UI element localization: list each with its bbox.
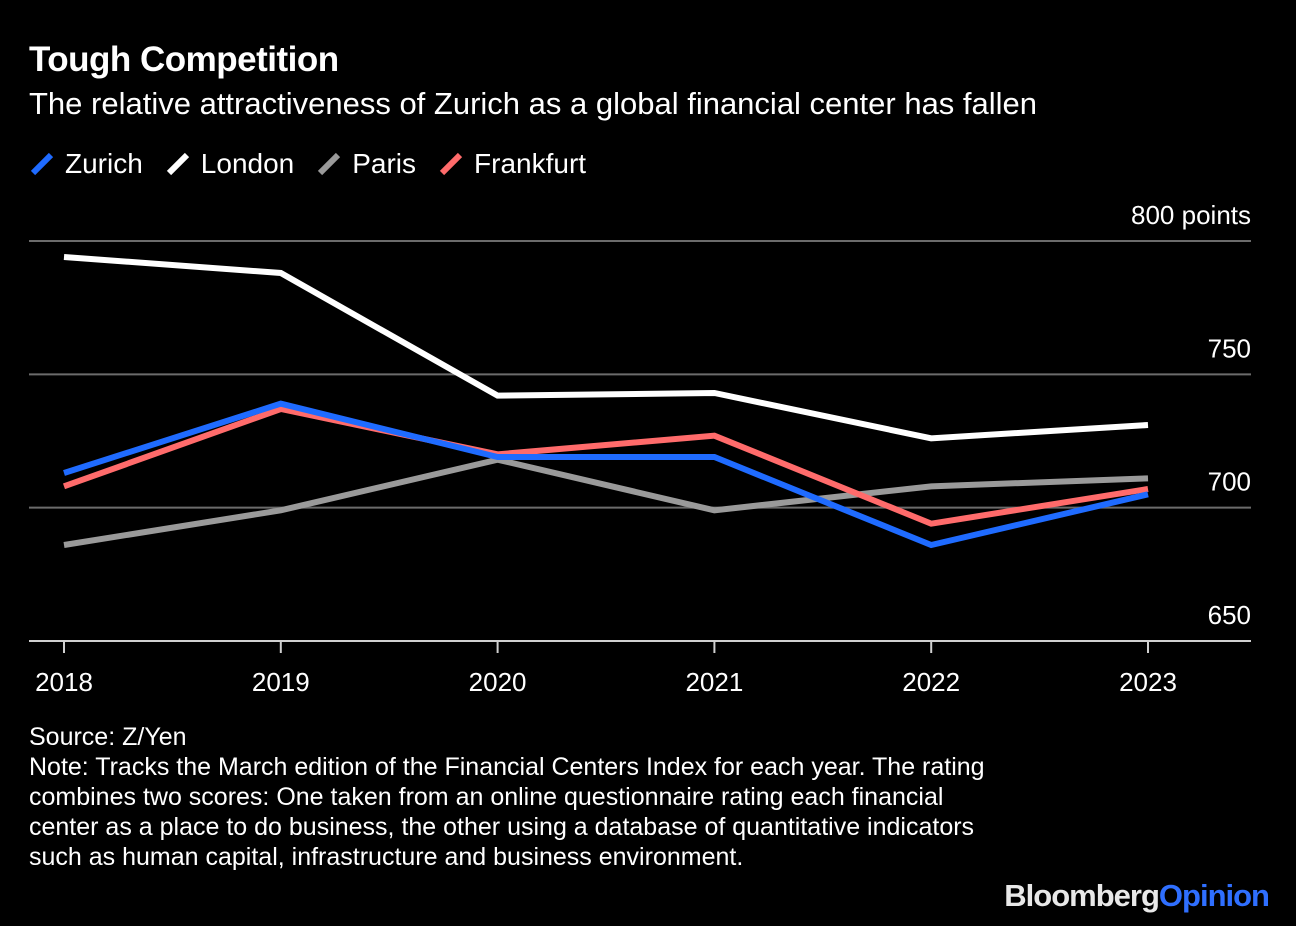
legend-swatch-icon xyxy=(439,152,463,176)
legend-swatch-icon xyxy=(166,152,189,176)
legend-swatch-icon xyxy=(318,152,341,176)
source-note: Source: Z/Yen xyxy=(29,723,187,751)
footer: Source: Z/Yen Note: Tracks the March edi… xyxy=(29,722,1019,872)
legend-label: Frankfurt xyxy=(474,148,587,179)
legend-item-paris: Paris xyxy=(316,148,416,180)
y-tick-label: 800 points xyxy=(1131,200,1251,230)
legend-item-zurich: Zurich xyxy=(29,148,143,180)
x-tick-label: 2020 xyxy=(469,667,527,697)
legend-label: London xyxy=(200,148,295,179)
logo-bloomberg: Bloomberg xyxy=(1004,878,1160,913)
series-line-london xyxy=(63,254,1149,442)
y-tick-label: 750 xyxy=(1208,333,1251,363)
legend-label: Zurich xyxy=(65,148,143,179)
bloomberg-opinion-logo: BloombergOpinion xyxy=(1004,878,1270,914)
x-tick-label: 2021 xyxy=(685,667,743,697)
series-line-frankfurt xyxy=(62,405,1149,527)
y-tick-label: 700 xyxy=(1208,467,1251,497)
legend-item-london: London xyxy=(165,148,294,180)
y-tick-label: 650 xyxy=(1208,600,1251,630)
legend-swatch-icon xyxy=(30,152,54,176)
legend-label: Paris xyxy=(352,148,417,179)
methodology-note: Note: Tracks the March edition of the Fi… xyxy=(29,753,985,871)
x-tick-label: 2022 xyxy=(902,667,960,697)
x-tick-label: 2018 xyxy=(35,667,93,697)
line-chart: 650 700 750 800 points 2018 2019 2020 2021 2022 2… xyxy=(29,200,1251,697)
x-tick-label: 2019 xyxy=(252,667,310,697)
legend-item-frankfurt: Frankfurt xyxy=(438,148,586,180)
x-tick-label: 2023 xyxy=(1119,667,1177,697)
chart-subtitle: The relative attractiveness of Zurich as… xyxy=(29,86,1038,121)
legend: Zurich London Paris Frankfurt xyxy=(29,146,608,182)
chart-title: Tough Competition xyxy=(29,40,339,79)
series-line-paris xyxy=(63,456,1149,548)
series-line-zurich xyxy=(63,400,1149,549)
logo-opinion: Opinion xyxy=(1158,878,1270,913)
